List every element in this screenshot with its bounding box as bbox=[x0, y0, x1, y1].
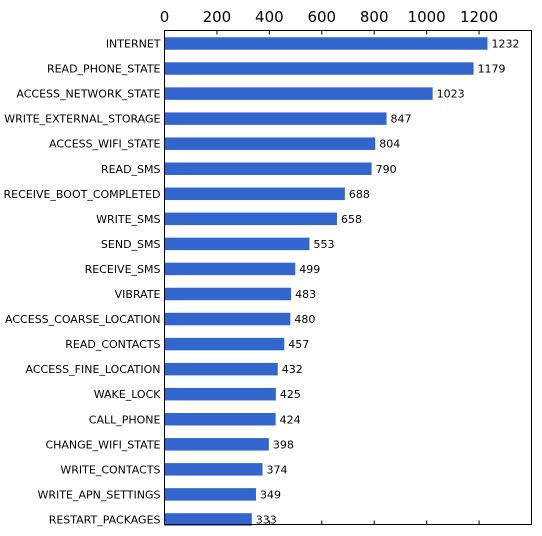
value-label: 483 bbox=[295, 288, 316, 301]
bar-wake-lock bbox=[164, 387, 276, 401]
value-label: 658 bbox=[341, 213, 362, 226]
bar-read-contacts bbox=[164, 337, 285, 351]
value-label: 1179 bbox=[478, 63, 506, 76]
x-tick-label: 800 bbox=[360, 8, 389, 26]
x-tick-label: 200 bbox=[203, 8, 232, 26]
bar-write-contacts bbox=[164, 463, 263, 476]
category-label: RESTART_PACKAGES bbox=[49, 513, 161, 526]
bar-write-sms bbox=[164, 212, 337, 226]
value-label: 432 bbox=[282, 363, 303, 376]
value-label: 847 bbox=[391, 113, 412, 126]
x-axis-ticks: 0 200 400 600 800 1000 1200 bbox=[160, 8, 498, 525]
category-label: RECEIVE_BOOT_COMPLETED bbox=[3, 188, 160, 201]
bar-write-apn-settings bbox=[164, 488, 256, 501]
category-label: RECEIVE_SMS bbox=[85, 263, 161, 276]
category-label: VIBRATE bbox=[115, 288, 161, 301]
category-label: READ_SMS bbox=[101, 163, 161, 176]
x-tick-label: 400 bbox=[255, 8, 284, 26]
value-label: 425 bbox=[280, 388, 301, 401]
bar-write-external-storage bbox=[164, 112, 387, 125]
value-label: 374 bbox=[267, 463, 288, 476]
category-label: WRITE_SMS bbox=[96, 213, 160, 226]
category-label: WRITE_APN_SETTINGS bbox=[38, 488, 161, 501]
plot-frame bbox=[164, 30, 532, 525]
bar-send-sms bbox=[164, 237, 310, 251]
bar-change-wifi-state bbox=[164, 438, 269, 451]
value-label: 1023 bbox=[437, 88, 465, 101]
category-label: WRITE_CONTACTS bbox=[60, 463, 160, 476]
category-labels: INTERNET READ_PHONE_STATE ACCESS_NETWORK_S… bbox=[3, 38, 161, 527]
bar-restart-packages bbox=[164, 513, 252, 526]
value-label: 553 bbox=[313, 238, 334, 251]
x-tick-label: 1200 bbox=[460, 8, 498, 26]
category-label: READ_PHONE_STATE bbox=[47, 63, 161, 76]
category-label: CHANGE_WIFI_STATE bbox=[45, 438, 160, 451]
category-label: READ_CONTACTS bbox=[65, 338, 160, 351]
category-label: CALL_PHONE bbox=[89, 413, 161, 426]
bar-receive-sms bbox=[164, 262, 296, 276]
x-tick-label: 0 bbox=[160, 8, 170, 26]
value-label: 790 bbox=[376, 163, 397, 176]
bar-internet bbox=[164, 37, 488, 50]
value-label: 688 bbox=[349, 188, 370, 201]
bar-read-phone-state bbox=[164, 62, 474, 75]
value-label: 499 bbox=[299, 263, 320, 276]
category-label: WAKE_LOCK bbox=[94, 388, 162, 401]
category-label: ACCESS_COARSE_LOCATION bbox=[5, 313, 160, 326]
category-label: INTERNET bbox=[106, 38, 161, 51]
bar-access-network-state bbox=[164, 87, 433, 100]
x-tick-label: 600 bbox=[307, 8, 336, 26]
value-label: 333 bbox=[256, 513, 277, 526]
category-label: SEND_SMS bbox=[101, 238, 161, 251]
value-label: 480 bbox=[294, 313, 315, 326]
bar-call-phone bbox=[164, 413, 276, 426]
value-label: 398 bbox=[273, 438, 294, 451]
category-label: ACCESS_FINE_LOCATION bbox=[26, 363, 161, 376]
value-labels: 1232 1179 1023 847 804 790 688 658 553 499 483 480 4… bbox=[256, 38, 520, 527]
bar-access-fine-location bbox=[164, 362, 278, 376]
value-label: 457 bbox=[288, 338, 309, 351]
bars-group bbox=[164, 37, 488, 526]
category-label: ACCESS_NETWORK_STATE bbox=[16, 88, 160, 101]
bar-access-wifi-state bbox=[164, 137, 376, 150]
category-label: ACCESS_WIFI_STATE bbox=[49, 138, 161, 151]
bar-access-coarse-location bbox=[164, 312, 291, 326]
category-label: WRITE_EXTERNAL_STORAGE bbox=[4, 113, 160, 126]
x-tick-label: 1000 bbox=[408, 8, 446, 26]
bar-vibrate bbox=[164, 287, 292, 301]
value-label: 349 bbox=[260, 488, 281, 501]
bar-receive-boot-completed bbox=[164, 187, 345, 201]
value-label: 424 bbox=[280, 413, 301, 426]
bar-read-sms bbox=[164, 162, 372, 175]
value-label: 804 bbox=[379, 138, 400, 151]
value-label: 1232 bbox=[491, 38, 519, 51]
